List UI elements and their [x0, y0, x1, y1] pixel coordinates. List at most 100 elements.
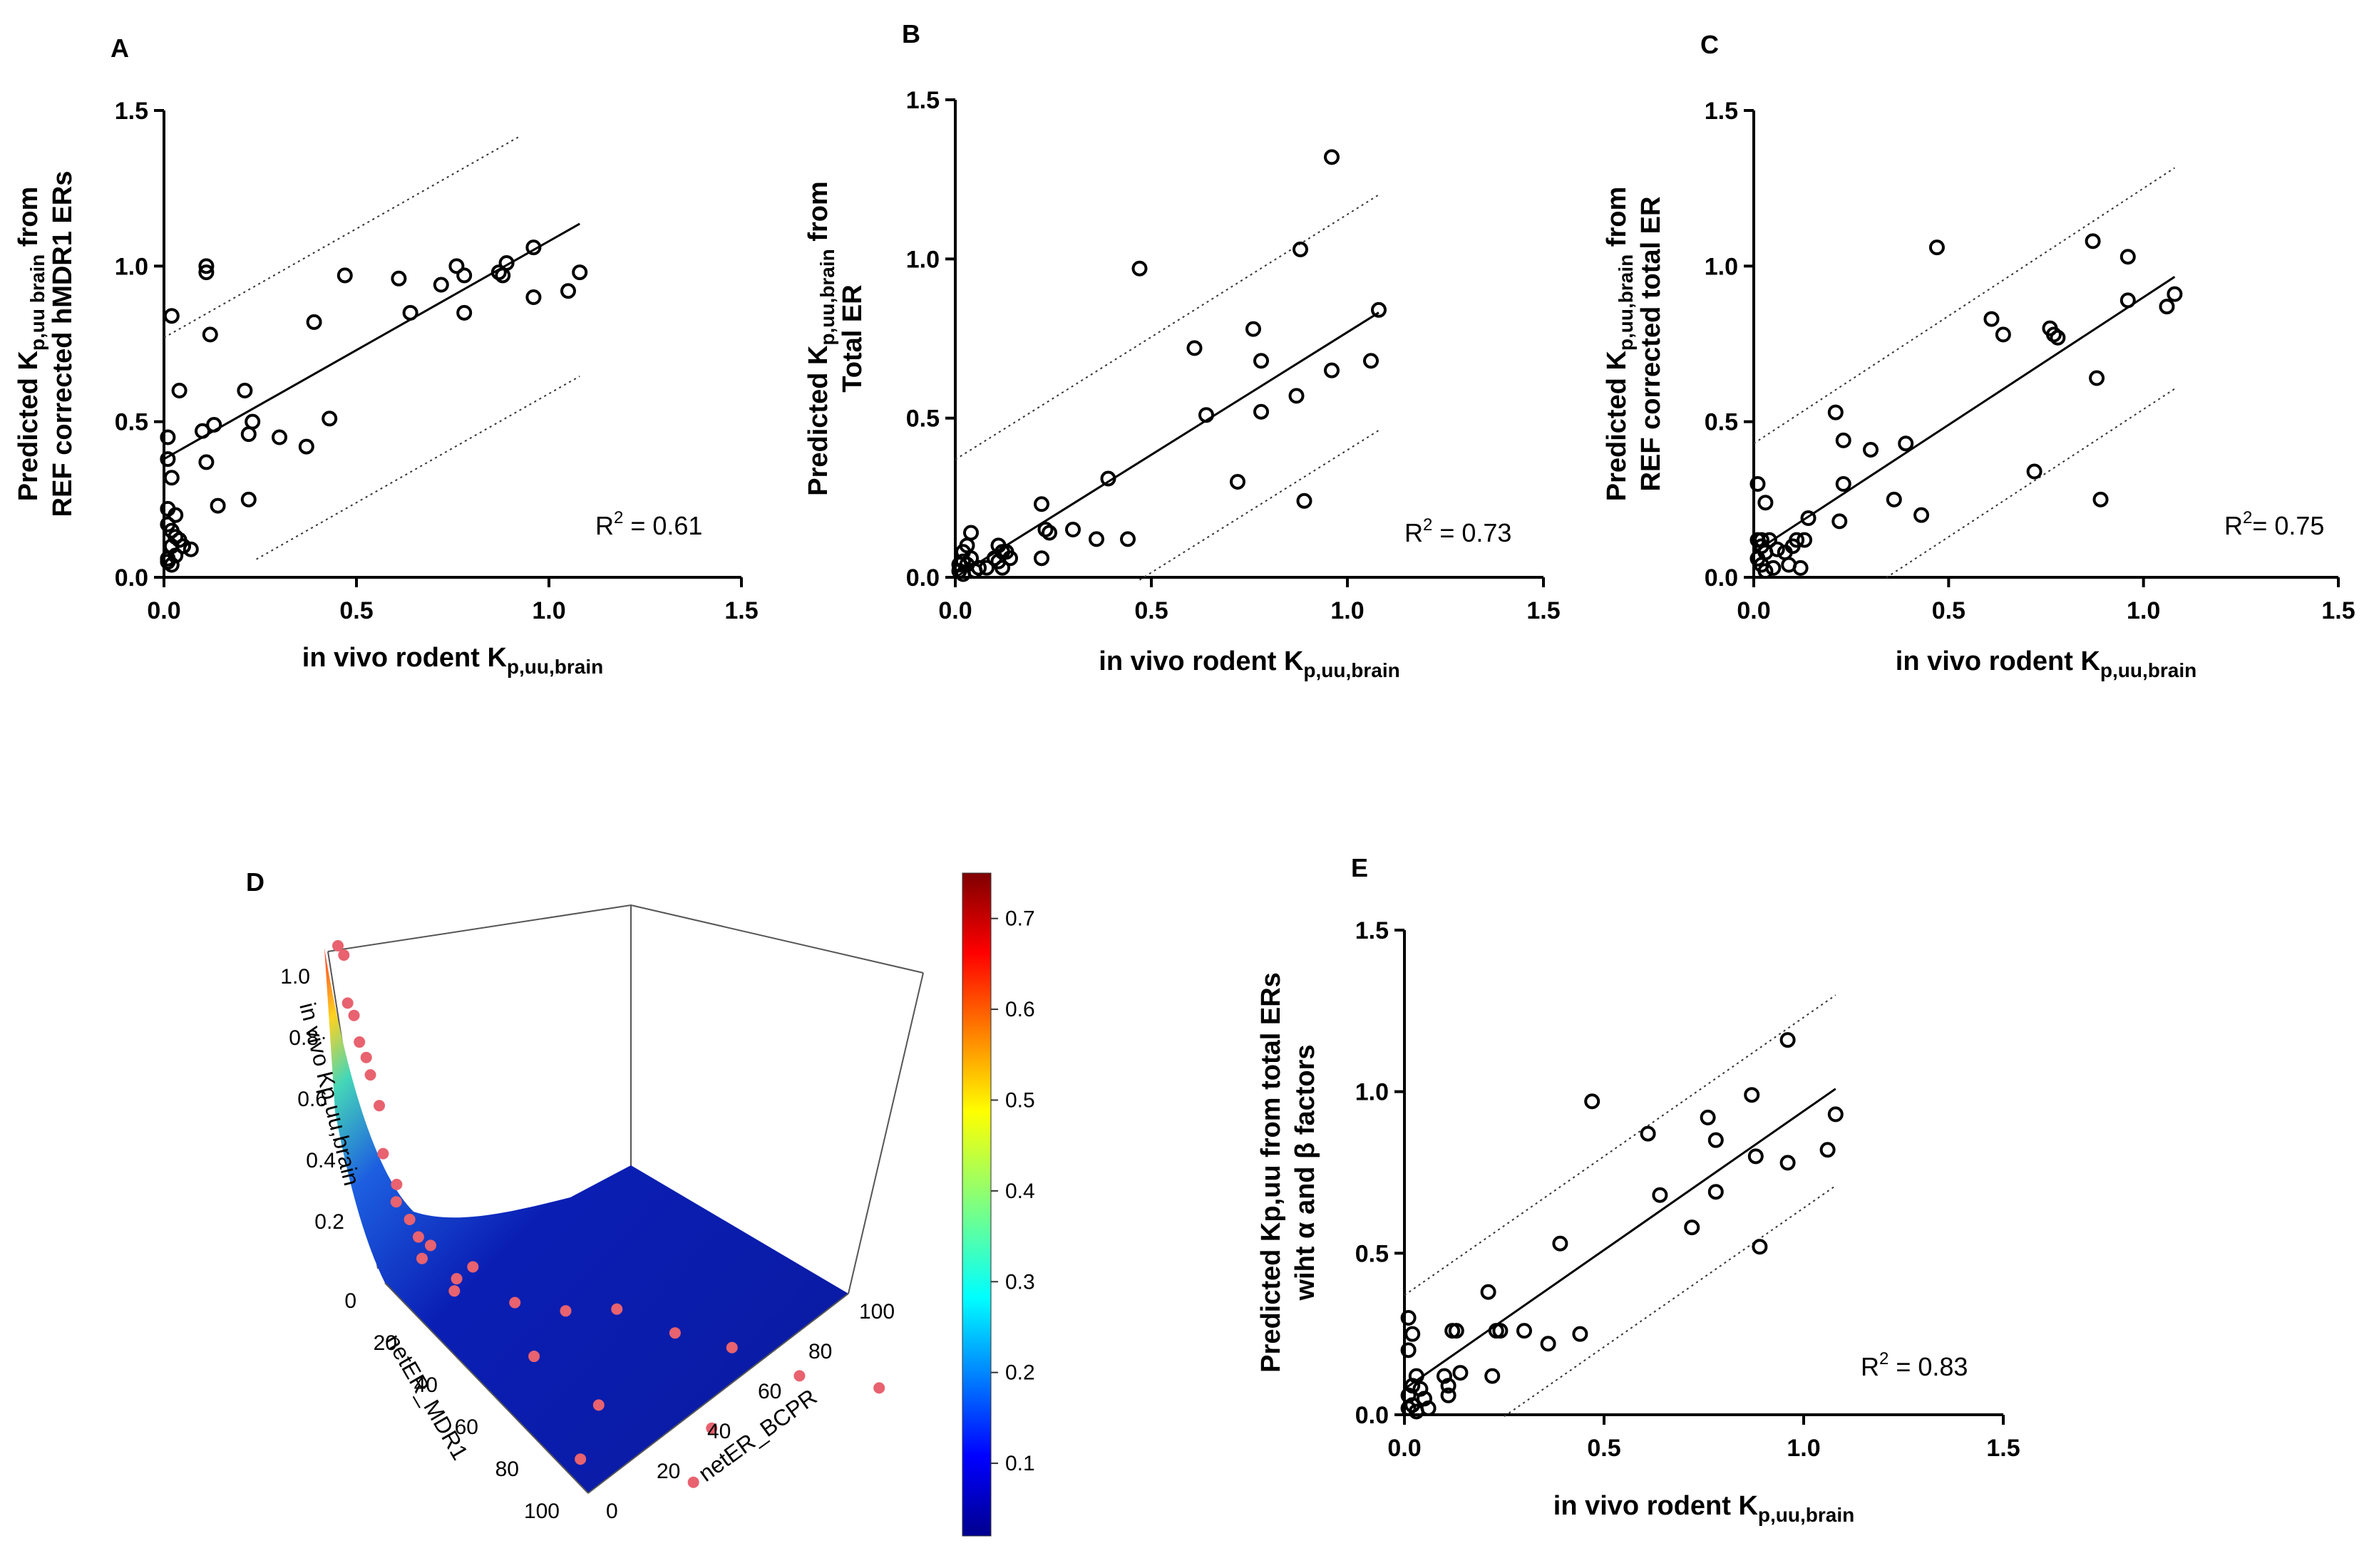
surface-data-point: [687, 1476, 699, 1488]
x-tick-label: 80: [495, 1458, 519, 1481]
data-point: [525, 239, 542, 256]
data-point: [1789, 532, 1805, 548]
data-point: [1002, 550, 1018, 567]
data-point: [1420, 1400, 1437, 1416]
data-point: [1747, 1148, 1764, 1165]
x-tick-label: 1.5: [724, 597, 758, 624]
data-point: [1034, 550, 1049, 567]
data-point: [1400, 1310, 1417, 1326]
data-point: [198, 264, 215, 281]
y-axis-title-main: Predicted K: [14, 351, 43, 502]
data-point: [1065, 522, 1081, 537]
x-tick-label: 1.5: [1986, 1435, 2020, 1462]
x-axis-title-main: in vivo rodent K: [302, 643, 508, 673]
data-point: [1652, 1187, 1668, 1203]
prediction-band-line: [256, 376, 580, 560]
r-squared-superscript: 2: [614, 508, 623, 527]
x-tick-label: 0.0: [1737, 597, 1770, 624]
y-axis-title-line1: Predicted Kp,uu,brain from: [803, 181, 838, 496]
data-point: [175, 538, 191, 555]
data-point: [1253, 403, 1269, 420]
scatter-panel-a: 0.0 0.5 1.0 1.5 0.0 0.5 1.0 1.5 in vivo rodent K…: [14, 98, 759, 678]
y-axis-title-line2: REF corrected hMDR1 ERs: [48, 171, 78, 517]
y-tick-label: 1.5: [115, 98, 148, 125]
r-squared-label: R2 = 0.61: [595, 508, 702, 540]
data-point: [498, 254, 515, 271]
y-tick-label: 0: [606, 1500, 618, 1523]
surface-data-point: [360, 1051, 372, 1063]
data-point: [1769, 541, 1785, 557]
r-squared-superscript: 2: [2243, 508, 2252, 527]
z-tick-label: 0.8: [289, 1026, 319, 1050]
data-point: [1400, 1342, 1417, 1358]
data-point: [391, 270, 407, 287]
r-squared-symbol: R: [1404, 518, 1423, 547]
y-tick-label: 0.0: [1705, 564, 1738, 592]
data-point: [433, 277, 449, 293]
x-tick-label: 1.0: [532, 597, 565, 624]
colorbar-tick-label: 0.6: [1005, 998, 1035, 1021]
data-point: [1034, 496, 1049, 512]
x-axis-title-main: in vivo rodent K: [1099, 646, 1304, 676]
x-tick-label: 40: [414, 1373, 438, 1397]
surface-points: [332, 940, 885, 1488]
data-point: [245, 413, 261, 430]
data-point: [206, 417, 222, 433]
data-point: [183, 541, 199, 557]
y-axis-title-suffix: from: [1602, 187, 1632, 254]
surface-data-point: [374, 1100, 386, 1112]
surface-data-point: [354, 1036, 366, 1048]
y-axis-title-main: Predicted Kp,uu from total ERs: [1256, 972, 1286, 1373]
y-axis-title-sub: p,uu,brain: [1615, 254, 1637, 351]
prediction-band-line: [1404, 994, 1836, 1296]
y-tick-label: 0.5: [115, 409, 148, 436]
y-axis-title-line1: Predicted Kp,uu brain from: [14, 187, 48, 502]
surface-data-point: [391, 1178, 403, 1190]
y-tick-label: 0.5: [1355, 1240, 1389, 1267]
x-axis-title: in vivo rodent Kp,uu,brain: [302, 643, 603, 678]
r-squared-value: = 0.61: [623, 511, 702, 540]
x-tick-label: 0.5: [1587, 1435, 1620, 1462]
data-point: [1700, 1109, 1716, 1125]
data-point: [1707, 1184, 1724, 1200]
surface-data-point: [348, 1009, 360, 1021]
data-point: [1440, 1378, 1456, 1394]
data-point: [572, 264, 588, 281]
data-point: [1898, 435, 1914, 452]
regression-line: [163, 222, 580, 460]
data-point: [1371, 301, 1387, 318]
data-point: [1995, 326, 2011, 343]
colorbar-tick-label: 0.3: [1005, 1270, 1035, 1294]
data-point: [1800, 510, 1817, 527]
data-point: [1131, 260, 1148, 277]
data-point: [448, 258, 465, 274]
y-axis-title-suffix: from: [14, 187, 43, 254]
colorbar-tick-label: 0.1: [1005, 1452, 1035, 1475]
y-axis-title-sub: p,uu,brain: [816, 249, 838, 345]
surface-data-point: [448, 1285, 461, 1297]
data-point: [1684, 1219, 1700, 1236]
x-tick-label: 100: [524, 1500, 560, 1523]
data-point: [1245, 321, 1261, 337]
r-squared-symbol: R: [1861, 1352, 1879, 1381]
surface-data-point: [332, 940, 344, 951]
data-point: [1835, 432, 1851, 448]
data-point: [1293, 241, 1308, 257]
data-point: [160, 500, 176, 517]
y-tick-label: 1.0: [1705, 253, 1738, 280]
surface-panel-d: 0.20.40.60.81.0 in vivo Kp,uu,brain 0204…: [280, 872, 1035, 1537]
panel-letter-d: D: [246, 867, 264, 897]
y-axis-title-main: Predicted K: [1602, 351, 1632, 502]
y-tick-label: 0.0: [1355, 1402, 1389, 1429]
box-edge: [384, 1282, 589, 1494]
surface-data-point: [451, 1273, 463, 1285]
data-point: [963, 550, 979, 567]
data-point: [160, 451, 176, 468]
data-point: [2089, 370, 2105, 386]
y-tick-label: 60: [758, 1380, 781, 1403]
data-point: [495, 267, 511, 284]
y-tick-label: 1.5: [1355, 917, 1389, 944]
data-point: [1792, 559, 1809, 576]
prediction-band-line: [1753, 167, 2175, 445]
